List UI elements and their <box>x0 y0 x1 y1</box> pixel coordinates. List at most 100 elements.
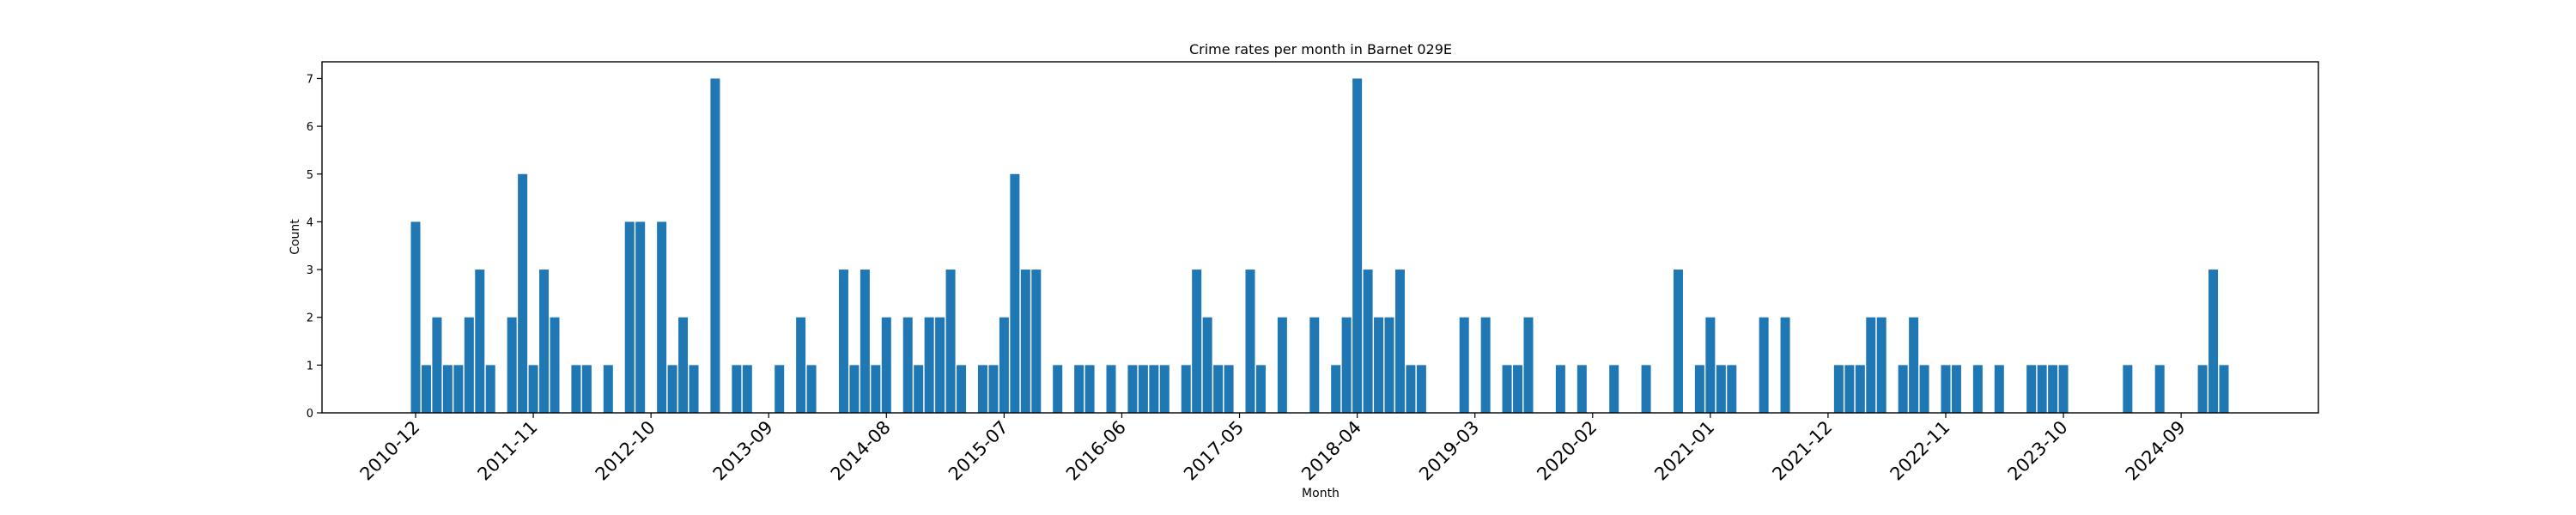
bar-2022-09 <box>1919 365 1929 413</box>
bar-2018-08 <box>1394 270 1405 413</box>
chart-title: Crime rates per month in Barnet 029E <box>1189 41 1452 58</box>
bar-2015-07 <box>999 317 1009 413</box>
bar-2019-11 <box>1555 365 1565 413</box>
bar-2012-01 <box>550 317 560 413</box>
bar-2019-04 <box>1480 317 1491 413</box>
bar-2012-04 <box>581 365 592 413</box>
bar-2012-09 <box>635 221 646 413</box>
x-tick-label: 2011-11 <box>474 417 542 485</box>
x-tick-label: 2010-12 <box>356 417 424 485</box>
bar-2022-04 <box>1866 317 1876 413</box>
bar-2024-12 <box>2208 270 2219 413</box>
bar-2011-10 <box>518 173 528 413</box>
bar-2012-08 <box>624 221 635 413</box>
x-axis-label: Month <box>1302 487 1340 500</box>
bar-2024-11 <box>2197 365 2208 413</box>
bar-2017-02 <box>1202 317 1212 413</box>
bar-2022-11 <box>1941 365 1951 413</box>
bar-2014-06 <box>860 270 870 413</box>
bar-2018-09 <box>1406 365 1416 413</box>
y-tick-label: 5 <box>307 169 313 182</box>
bar-2015-05 <box>977 365 987 413</box>
bar-2016-08 <box>1138 365 1148 413</box>
x-tick-label: 2021-01 <box>1650 417 1718 485</box>
bar-2016-05 <box>1106 365 1116 413</box>
bar-2017-03 <box>1213 365 1224 413</box>
y-tick-label: 6 <box>307 121 313 134</box>
bar-2022-01 <box>1833 365 1844 413</box>
bar-2016-12 <box>1181 365 1191 413</box>
y-tick-label: 7 <box>307 73 313 86</box>
bar-2014-10 <box>902 317 913 413</box>
bar-2015-03 <box>957 365 967 413</box>
bar-2016-03 <box>1084 365 1095 413</box>
bar-2020-04 <box>1609 365 1619 413</box>
bar-2015-08 <box>1010 173 1020 413</box>
bar-2013-04 <box>710 78 720 413</box>
bar-2015-12 <box>1053 365 1063 413</box>
bar-2011-05 <box>464 317 474 413</box>
bar-2017-06 <box>1245 270 1255 413</box>
bar-2010-12 <box>410 221 421 413</box>
bar-2013-02 <box>689 365 699 413</box>
plot-area <box>322 62 2318 413</box>
y-tick-label: 3 <box>307 264 313 277</box>
bar-2014-04 <box>838 270 848 413</box>
bar-2011-02 <box>432 317 442 413</box>
bar-2021-01 <box>1705 317 1716 413</box>
bar-2013-12 <box>796 317 806 413</box>
bar-2011-12 <box>539 270 550 413</box>
y-tick-label: 1 <box>307 360 313 373</box>
bar-2014-08 <box>881 317 891 413</box>
bar-2011-01 <box>421 365 431 413</box>
y-tick-label: 0 <box>307 408 313 421</box>
bar-2017-09 <box>1277 317 1287 413</box>
bar-2018-07 <box>1384 317 1394 413</box>
bar-2015-10 <box>1031 270 1042 413</box>
bar-2023-10 <box>2058 365 2069 413</box>
bar-2012-11 <box>657 221 667 413</box>
bar-2023-08 <box>2037 365 2047 413</box>
bar-2011-07 <box>485 365 495 413</box>
bar-2024-07 <box>2154 365 2165 413</box>
bar-2018-03 <box>1341 317 1352 413</box>
plot-frame <box>321 61 2319 414</box>
x-axis: 2010-12 2011-11 2012-10 2013-09 2014-08 2015-… <box>356 413 2190 485</box>
bar-2016-10 <box>1159 365 1170 413</box>
bar-2017-01 <box>1192 270 1202 413</box>
x-tick-label: 2014-08 <box>827 417 895 485</box>
bar-2021-02 <box>1716 365 1726 413</box>
bar-2022-03 <box>1855 365 1865 413</box>
bar-2018-10 <box>1416 365 1426 413</box>
y-axis-label: Count <box>289 219 302 255</box>
bar-2020-10 <box>1673 270 1683 413</box>
bar-2023-09 <box>2048 365 2058 413</box>
y-axis: 0 1 2 3 4 5 6 7 <box>307 73 322 421</box>
bar-2011-11 <box>528 365 538 413</box>
bar-2018-05 <box>1363 270 1373 413</box>
bar-2018-02 <box>1331 365 1341 413</box>
x-tick-label: 2023-10 <box>2004 417 2072 485</box>
bar-2019-06 <box>1502 365 1512 413</box>
bar-2014-07 <box>871 365 881 413</box>
bar-2019-07 <box>1513 365 1523 413</box>
bar-2019-08 <box>1523 317 1534 413</box>
bar-2014-11 <box>914 365 924 413</box>
bar-2021-06 <box>1759 317 1769 413</box>
bar-2016-02 <box>1074 365 1084 413</box>
bar-2015-06 <box>988 365 999 413</box>
bar-2022-05 <box>1876 317 1886 413</box>
bar-2020-12 <box>1694 365 1704 413</box>
x-tick-label: 2016-06 <box>1062 417 1130 485</box>
x-tick-label: 2012-10 <box>592 417 659 485</box>
bar-2022-12 <box>1951 365 1961 413</box>
x-tick-label: 2018-04 <box>1297 417 1365 485</box>
bar-2013-06 <box>732 365 742 413</box>
bar-2022-07 <box>1898 365 1908 413</box>
bar-2011-03 <box>442 365 453 413</box>
bar-2022-02 <box>1844 365 1855 413</box>
bar-2012-03 <box>571 365 581 413</box>
x-tick-label: 2015-07 <box>945 417 1012 485</box>
bar-2011-04 <box>453 365 464 413</box>
